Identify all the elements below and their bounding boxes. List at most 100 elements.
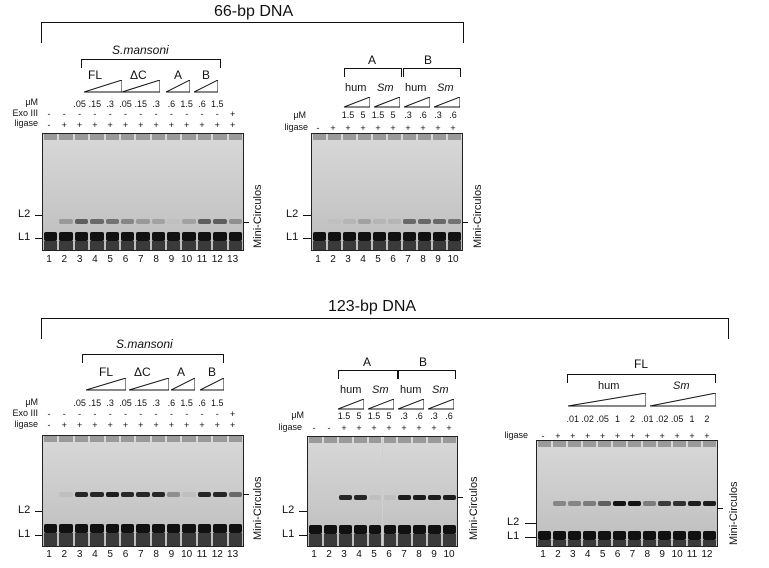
bottom-smear xyxy=(151,241,166,250)
um-value: .3 xyxy=(106,99,114,109)
l2-band xyxy=(428,495,442,500)
exo-value: - xyxy=(154,109,158,119)
well-band xyxy=(398,437,412,443)
um-value: 1.5 xyxy=(180,99,193,109)
well-band xyxy=(383,437,397,443)
um-value: .3 xyxy=(400,411,408,421)
bottom-smear xyxy=(228,533,242,546)
bottom-middle-gel xyxy=(307,436,458,547)
l1-band xyxy=(398,525,412,534)
well-band xyxy=(74,134,89,140)
gel-lane xyxy=(352,437,368,546)
gradient-triangle xyxy=(404,97,430,108)
um-value: 5 xyxy=(390,110,396,120)
bottom-title: 123-bp DNA xyxy=(328,298,417,315)
ligase-value: + xyxy=(184,120,190,130)
ligase-value: + xyxy=(214,420,220,430)
bottom-smear xyxy=(59,533,73,546)
exo-value: - xyxy=(124,409,127,419)
um-value: .05 xyxy=(73,398,86,408)
ligase-value: - xyxy=(312,423,316,433)
gel-lane xyxy=(447,134,462,250)
subgroup-label: B xyxy=(208,365,217,379)
top-left-side-label: Mini-Circulos xyxy=(252,184,264,248)
l1-band xyxy=(313,232,326,241)
well-band xyxy=(328,134,341,140)
bottom-smear xyxy=(309,534,322,546)
bottom-smear xyxy=(448,241,461,250)
l1-band xyxy=(338,525,352,534)
well-band xyxy=(418,134,431,140)
gel-lane xyxy=(412,437,428,546)
gel-lane xyxy=(119,134,136,250)
bottom-smear xyxy=(197,533,212,546)
lane-number: 3 xyxy=(76,254,83,265)
bottom-smear xyxy=(688,540,701,546)
gradient-triangle xyxy=(338,399,364,410)
exo-value: - xyxy=(169,409,173,419)
bottom-smear xyxy=(598,540,611,546)
bottom-middle-l2-tick xyxy=(299,511,307,512)
um-value: 1.5 xyxy=(341,110,355,120)
lane-number: 5 xyxy=(375,254,381,265)
l1-band xyxy=(136,524,150,533)
well-band xyxy=(688,441,701,447)
l2-band xyxy=(568,501,581,506)
l1-band xyxy=(373,232,386,241)
lane-number: 1 xyxy=(315,254,321,265)
ligase-value: + xyxy=(371,423,377,433)
top-left-l1-tick xyxy=(35,238,42,239)
ligase-value: + xyxy=(629,431,636,441)
exo-value: - xyxy=(200,109,204,119)
l2-band xyxy=(213,219,227,224)
lane-number: 5 xyxy=(107,254,113,265)
l2-band xyxy=(703,501,716,506)
bottom-smear xyxy=(136,533,150,546)
bottom-middle-l1-marker: L1 xyxy=(282,528,295,540)
lane-number: 1 xyxy=(311,549,317,560)
bottom-smear xyxy=(388,241,401,250)
gel-lane xyxy=(357,134,372,250)
gel-lane xyxy=(227,436,243,546)
lane-number: 12 xyxy=(211,549,223,560)
lane-number: 6 xyxy=(386,549,392,560)
lane-number: 8 xyxy=(153,254,159,265)
well-band xyxy=(309,437,322,443)
exo-value: + xyxy=(229,109,236,119)
lane-number: 9 xyxy=(435,254,441,265)
l1-band xyxy=(688,531,701,540)
l1-band xyxy=(182,524,196,533)
lane-number: 6 xyxy=(122,549,129,560)
fl-gradient-triangle xyxy=(84,80,122,93)
ligase-value: + xyxy=(122,120,129,130)
exo-value: - xyxy=(108,409,112,419)
l2-band xyxy=(553,501,566,506)
bottom-right-l2-marker: L2 xyxy=(507,516,520,528)
well-band xyxy=(151,134,166,140)
ligase-value: + xyxy=(138,120,144,130)
lane-number: 10 xyxy=(181,549,193,560)
top-right-gel xyxy=(311,133,463,251)
exo-value: - xyxy=(215,109,219,119)
ligase-value: + xyxy=(450,123,456,133)
ligase-value: + xyxy=(229,420,236,430)
well-band xyxy=(598,441,611,447)
ligase-value: + xyxy=(168,120,175,130)
um-value: 1.5 xyxy=(371,110,385,120)
bottom-middle-l2-marker: L2 xyxy=(282,504,295,516)
lane-number: 13 xyxy=(227,254,239,265)
b-gradient-triangle xyxy=(194,80,218,93)
lane-number: 13 xyxy=(227,549,239,560)
ligase-value: + xyxy=(107,120,113,130)
bottom-smear xyxy=(105,241,119,250)
gel-lane xyxy=(627,441,642,546)
well-band xyxy=(388,134,401,140)
lane-number: 2 xyxy=(326,549,332,560)
l2-band xyxy=(105,492,119,497)
gel-lane xyxy=(227,134,243,250)
um-value: 1.5 xyxy=(367,411,381,421)
lane-number: 5 xyxy=(107,549,113,560)
ligase-value: + xyxy=(214,120,220,130)
group-bracket-a xyxy=(338,370,398,379)
gel-lane xyxy=(702,441,717,546)
